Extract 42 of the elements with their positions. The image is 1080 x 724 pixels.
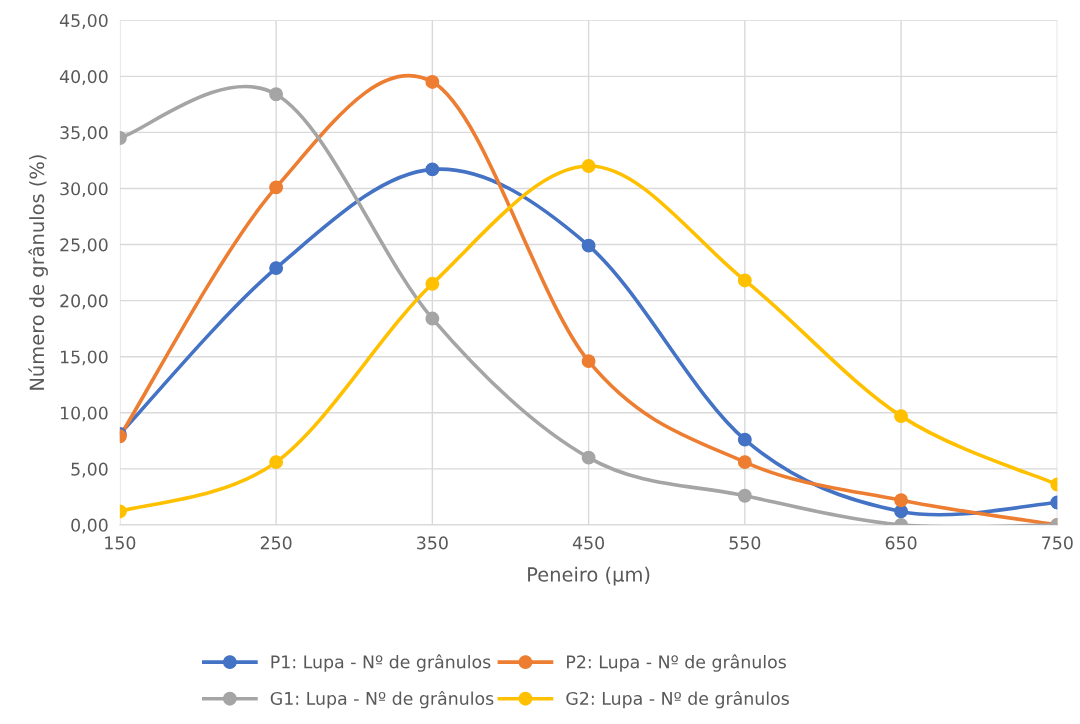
x-tick-label: 650	[885, 536, 917, 550]
y-tick-label: 25,00	[60, 238, 108, 254]
x-tick-label: 550	[729, 536, 761, 550]
y-tick-label: 0,00	[71, 518, 108, 534]
x-tick-label: 750	[1042, 536, 1073, 550]
point	[737, 432, 752, 447]
point	[737, 455, 752, 470]
y-tick-label: 35,00	[60, 126, 108, 142]
y-tick-label: 20,00	[60, 294, 108, 310]
x-tick-label: 350	[417, 536, 448, 550]
point	[581, 450, 596, 465]
point	[581, 354, 596, 369]
x-tick-label: 450	[572, 536, 605, 550]
y-tick-label: 15,00	[60, 350, 108, 366]
point	[269, 455, 284, 470]
point	[894, 493, 909, 508]
point	[581, 159, 596, 173]
point	[269, 180, 284, 195]
y-tick-label: 30,00	[60, 182, 108, 198]
y-tick-label: 10,00	[60, 406, 108, 422]
point	[269, 261, 284, 276]
legend-label: P1: Lupa - Nº de grânulos	[271, 654, 491, 672]
point	[425, 75, 440, 89]
legend-label: P2: Lupa - Nº de grânulos	[567, 654, 786, 672]
point	[894, 504, 909, 519]
y-tick-label: 40,00	[59, 70, 108, 85]
y-tick-label: 5,00	[71, 462, 108, 478]
point	[737, 488, 752, 503]
x-tick-label: 250	[260, 536, 292, 550]
point	[581, 238, 596, 253]
y-axis-title: Número de grânulos (%)	[28, 155, 48, 390]
point	[269, 87, 284, 102]
y-tick-label: 45,00	[59, 13, 108, 29]
x-tick-label: 150	[105, 536, 136, 550]
legend-label: G2: Lupa - Nº de grânulos	[566, 690, 789, 709]
point	[894, 409, 909, 424]
point	[425, 276, 440, 291]
point	[425, 311, 440, 326]
x-axis-title: Peneiro (µm)	[528, 566, 650, 586]
point	[425, 162, 440, 177]
legend-label: G1: Lupa - Nº de grânulos	[270, 690, 494, 709]
point	[737, 273, 752, 288]
